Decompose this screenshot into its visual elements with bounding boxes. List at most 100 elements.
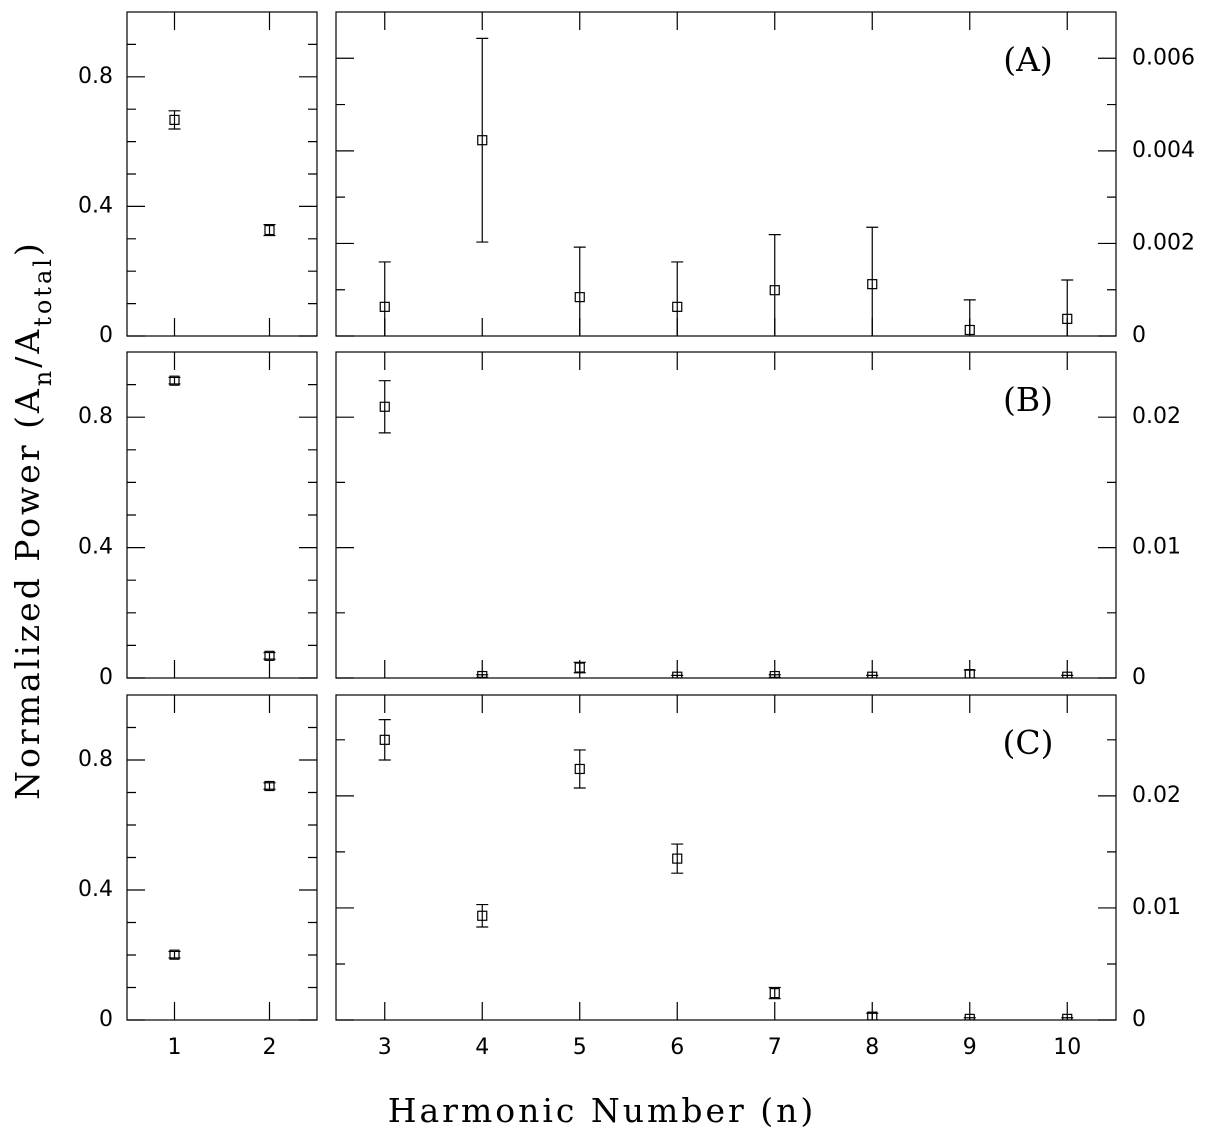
error-bar	[378, 719, 391, 761]
data-layer	[378, 719, 1074, 1020]
error-bar	[168, 110, 181, 130]
marker	[169, 949, 180, 960]
error-bar	[378, 380, 391, 434]
y-tick-label: 0.4	[78, 535, 113, 560]
marker	[769, 988, 780, 999]
x-tick-label: 10	[1053, 1035, 1081, 1060]
y-tick-label: 0.01	[1132, 535, 1181, 560]
panel-frame	[126, 11, 318, 337]
panel-label: (C)	[1003, 723, 1054, 762]
marker	[264, 650, 275, 661]
error-bar	[1061, 279, 1074, 336]
marker	[574, 292, 585, 303]
y-tick-label: 0	[1132, 1007, 1146, 1032]
y-tick-label: 0.02	[1132, 404, 1181, 429]
x-tick-label: 1	[168, 1035, 182, 1060]
y-axis-label: Normalized Power (An/Atotal)	[8, 240, 57, 800]
y-axis-label-part: )	[8, 240, 47, 256]
x-tick-label: 8	[865, 1035, 879, 1060]
y-tick-label: 0.8	[78, 747, 113, 772]
error-bar	[573, 661, 586, 674]
marker	[672, 671, 683, 678]
panel-frame	[335, 11, 1117, 337]
error-bar	[263, 223, 276, 237]
y-axis-label-part: n	[29, 368, 57, 386]
error-bar	[378, 261, 391, 336]
marker	[964, 668, 975, 678]
y-tick-label: 0	[99, 323, 113, 348]
panel-frame	[335, 694, 1117, 1021]
marker	[477, 670, 488, 678]
x-tick-label: 4	[475, 1035, 489, 1060]
x-tick-label: 3	[378, 1035, 392, 1060]
x-tick-label: 6	[670, 1035, 684, 1060]
error-bar	[866, 226, 879, 336]
y-tick-label: 0.8	[78, 64, 113, 89]
marker	[477, 135, 488, 146]
x-tick-label: 7	[768, 1035, 782, 1060]
y-tick-label: 0.8	[78, 404, 113, 429]
y-tick-label: 0.006	[1132, 45, 1195, 70]
panel-label: (B)	[1003, 380, 1053, 419]
error-bar	[476, 903, 489, 928]
y-tick-label: 0.4	[78, 877, 113, 902]
marker	[867, 279, 878, 290]
marker	[964, 324, 975, 336]
error-bar	[768, 234, 781, 336]
error-bar	[476, 37, 489, 243]
x-axis-label: Harmonic Number (n)	[388, 1091, 817, 1130]
y-axis-label-part: total	[29, 256, 57, 327]
y-tick-label: 0.01	[1132, 895, 1181, 920]
data-layer	[378, 380, 1074, 678]
y-tick-label: 0	[99, 1007, 113, 1032]
data-layer	[378, 37, 1074, 336]
data-layer	[168, 110, 276, 237]
error-bar	[573, 246, 586, 336]
error-bar	[671, 843, 684, 874]
marker	[1062, 313, 1073, 324]
x-tick-label: 9	[963, 1035, 977, 1060]
data-layer	[168, 780, 276, 960]
panel-frame	[335, 351, 1117, 679]
marker	[169, 114, 180, 125]
y-axis-label-part: /A	[8, 327, 47, 368]
marker	[867, 671, 878, 678]
y-tick-label: 0.002	[1132, 230, 1195, 255]
error-bar	[963, 299, 976, 336]
marker	[964, 1013, 975, 1020]
marker	[379, 401, 390, 412]
y-tick-label: 0	[1132, 323, 1146, 348]
error-bar	[671, 261, 684, 336]
x-tick-label: 5	[573, 1035, 587, 1060]
marker	[1062, 1013, 1073, 1020]
y-tick-label: 0.4	[78, 193, 113, 218]
y-tick-label: 0.02	[1132, 783, 1181, 808]
x-tick-label: 2	[263, 1035, 277, 1060]
marker	[672, 853, 683, 864]
error-bar	[573, 749, 586, 789]
marker	[169, 375, 180, 386]
panel-frame	[126, 351, 318, 679]
marker	[379, 301, 390, 312]
panel-label: (A)	[1003, 40, 1053, 79]
y-axis-label-part: Normalized Power (A	[8, 386, 47, 800]
marker	[769, 285, 780, 296]
marker	[574, 662, 585, 673]
panel-frame	[126, 694, 318, 1021]
marker	[264, 224, 275, 236]
marker	[379, 734, 390, 745]
marker	[672, 301, 683, 312]
marker	[867, 1011, 878, 1020]
error-bar	[768, 986, 781, 1000]
data-layer	[168, 375, 276, 661]
y-tick-label: 0	[1132, 665, 1146, 690]
marker	[769, 670, 780, 678]
marker	[574, 763, 585, 775]
marker	[264, 780, 275, 792]
y-tick-label: 0	[99, 665, 113, 690]
marker	[477, 910, 488, 921]
y-tick-label: 0.004	[1132, 138, 1195, 163]
marker	[1062, 671, 1073, 678]
